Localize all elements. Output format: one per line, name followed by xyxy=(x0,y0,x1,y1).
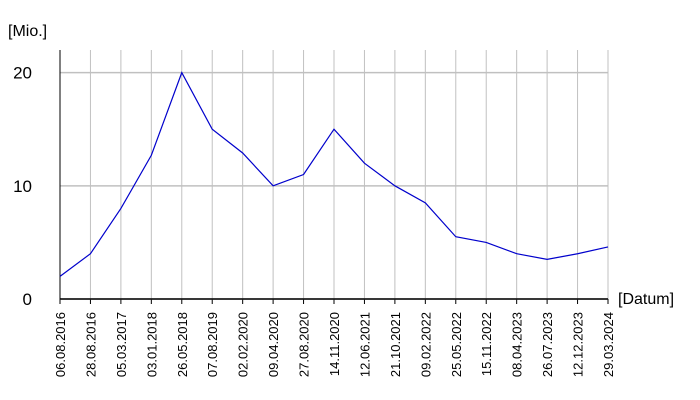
data-line xyxy=(59,71,609,277)
x-tick-label: 08.04.2023 xyxy=(510,312,525,377)
x-axis-title: [Datum] xyxy=(618,291,674,308)
y-tick-label: 20 xyxy=(13,64,32,83)
x-tick-label: 09.02.2022 xyxy=(418,312,433,377)
y-tick-label: 0 xyxy=(23,290,32,309)
x-tick-label: 03.01.2018 xyxy=(144,312,159,377)
x-tick-label: 28.08.2016 xyxy=(83,312,98,377)
x-tick-label: 12.12.2023 xyxy=(571,312,586,377)
x-tick-label: 05.03.2017 xyxy=(114,312,129,377)
y-tick-label: 10 xyxy=(13,177,32,196)
x-tick-label: 27.08.2020 xyxy=(297,312,312,377)
x-tick-label: 15.11.2022 xyxy=(479,312,494,376)
x-tick-label: 12.06.2021 xyxy=(357,312,372,377)
y-axis-title: [Mio.] xyxy=(8,23,47,40)
x-tick-label: 06.08.2016 xyxy=(53,312,68,377)
x-tick-label: 09.04.2020 xyxy=(266,312,281,377)
x-tick-label: 14.11.2020 xyxy=(327,312,342,376)
x-tick-label: 07.08.2019 xyxy=(205,312,220,377)
x-tick-label: 26.05.2018 xyxy=(175,312,190,377)
x-tick-label: 26.07.2023 xyxy=(540,312,555,377)
x-tick-label: 25.05.2022 xyxy=(449,312,464,377)
x-tick-label: 29.03.2024 xyxy=(601,312,616,377)
x-tick-label: 21.10.2021 xyxy=(388,312,403,377)
x-tick-label: 02.02.2020 xyxy=(236,312,251,377)
